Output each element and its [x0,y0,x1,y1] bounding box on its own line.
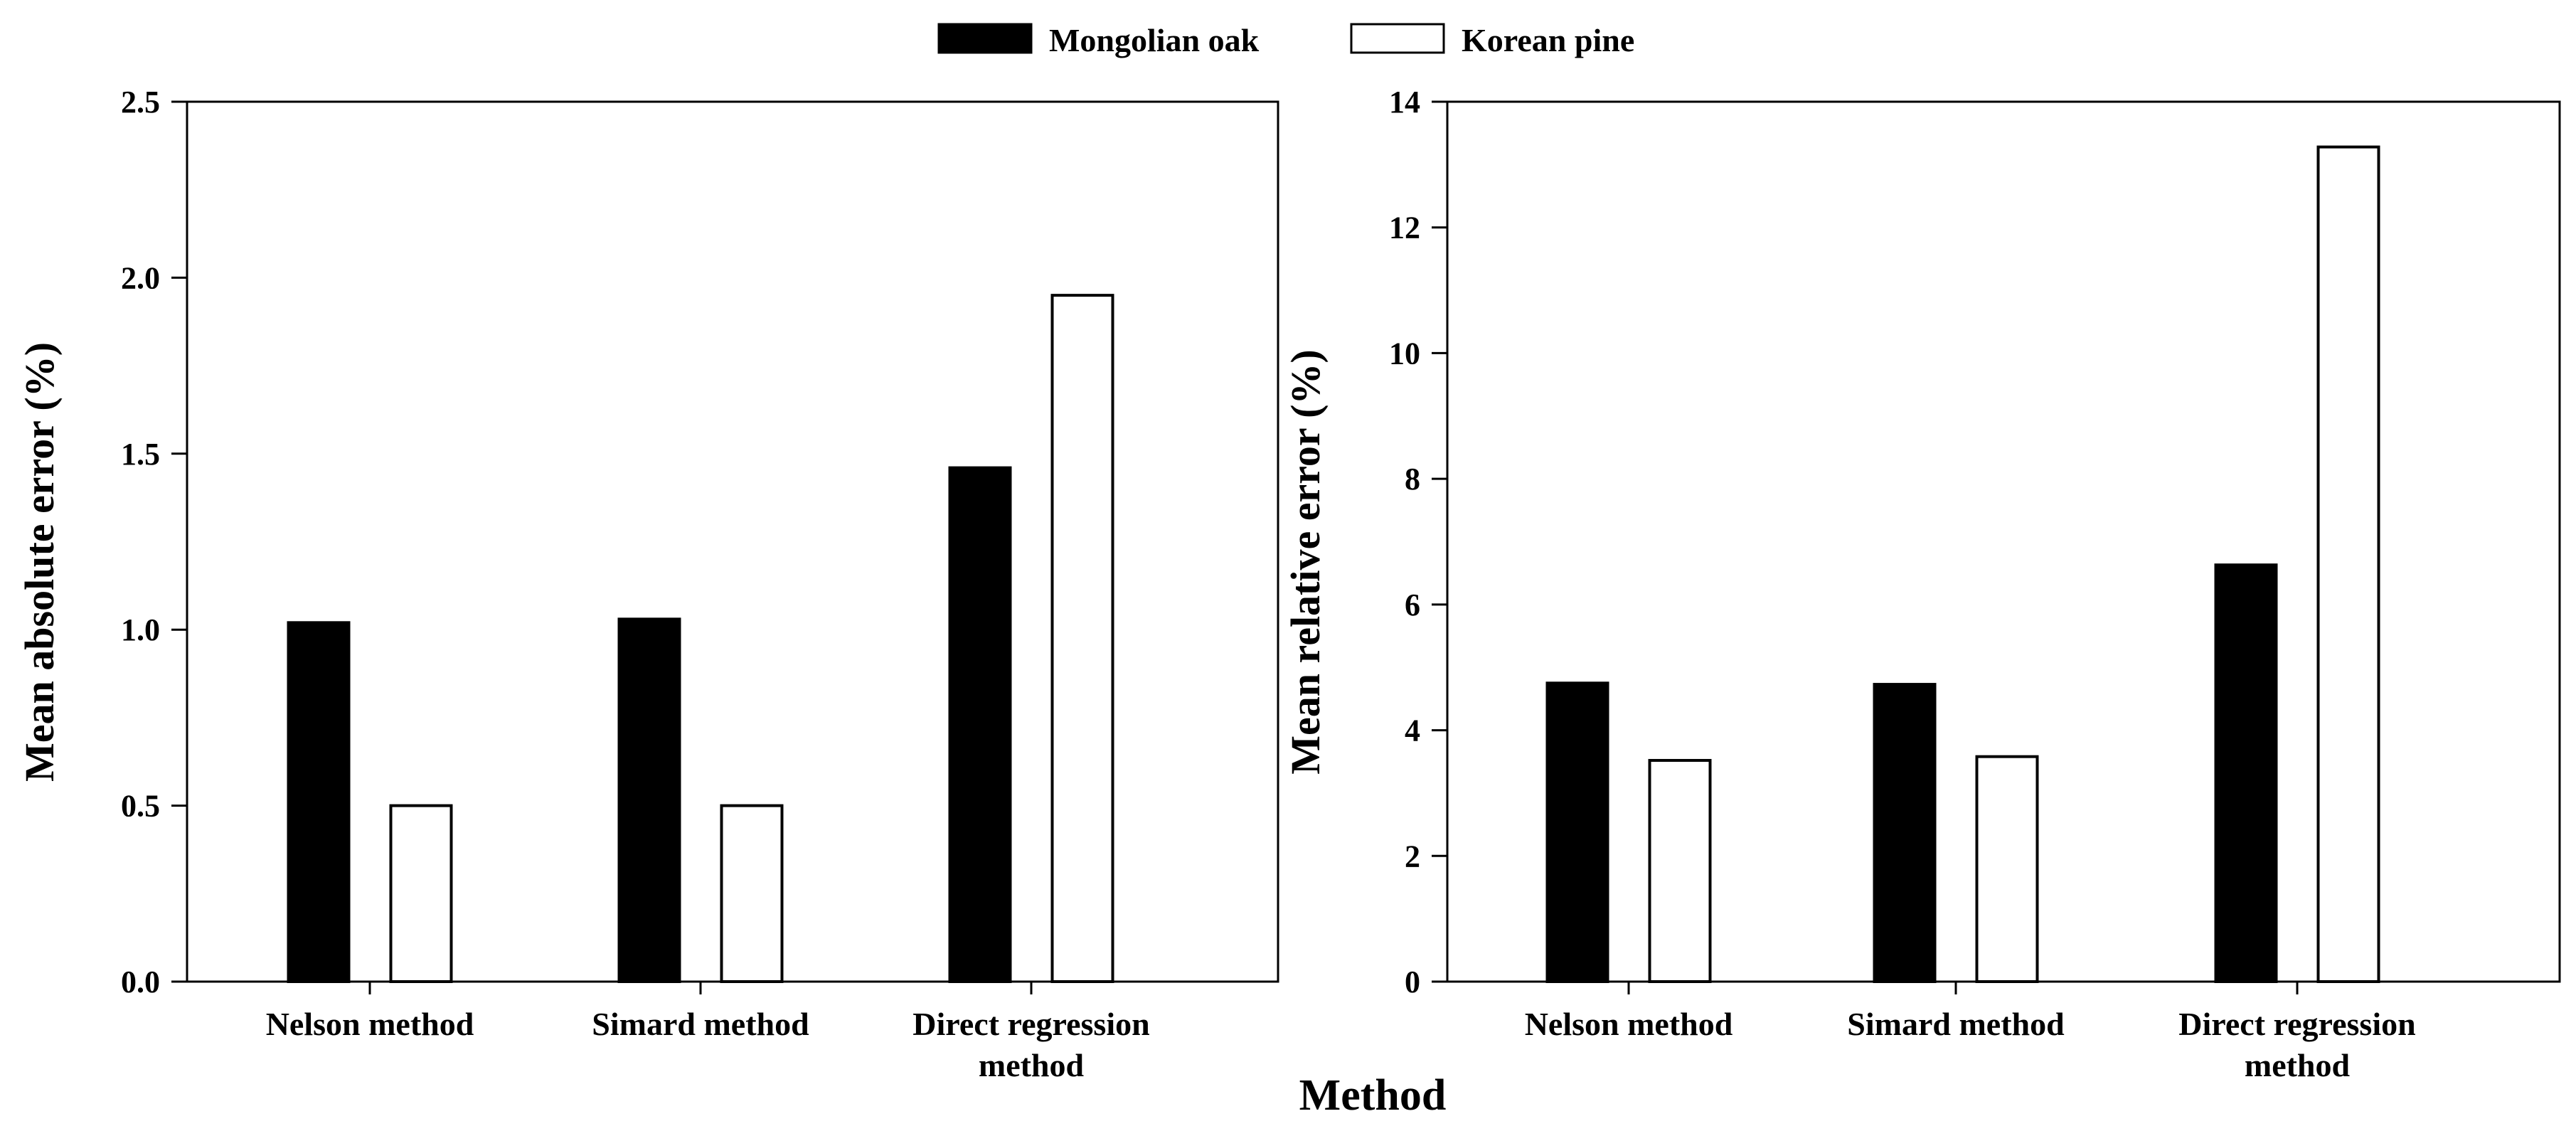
bar-mongolian-oak [1873,683,1937,984]
x-axis-title: Method [1299,1071,1447,1120]
y-tick-label: 1.5 [121,437,160,472]
y-tick-label: 2.5 [121,85,160,120]
y-tick-label: 0 [1405,965,1420,999]
x-tick-label: method [979,1047,1085,1083]
x-tick-label: Simard method [1847,1006,2065,1042]
bar-korean-pine [1648,758,1712,984]
y-tick-label: 12 [1389,211,1420,245]
legend-swatch-mongolian-oak [937,23,1033,54]
bar-korean-pine [1050,294,1114,983]
x-tick-label: Nelson method [1525,1006,1733,1042]
y-tick-label: 4 [1405,713,1420,748]
y-tick-label: 10 [1389,336,1420,371]
bar-mongolian-oak [2214,563,2278,983]
x-tick-label: Direct regression [912,1006,1149,1042]
y-tick-label: 2.0 [121,260,160,295]
y-axis-title: Mean relative error (%) [1282,349,1329,774]
y-tick-label: 2 [1405,839,1420,874]
bar-korean-pine [389,804,453,983]
chart-panel-relative-error: Mean relative error (%) 0 2 4 6 8 10 12 14 Nelso… [1282,85,2561,1083]
legend-label-mongolian-oak: Mongolian oak [1049,22,1260,58]
y-tick-label: 8 [1405,462,1420,497]
legend-label-korean-pine: Korean pine [1462,22,1634,58]
x-tick-label: method [2245,1047,2351,1083]
chart-panel-absolute-error: Mean absolute error (%) 0.0 0.5 1.0 1.5 2.0 2… [16,85,1279,1083]
x-tick-label: Simard method [592,1006,809,1042]
bar-mongolian-oak [948,466,1012,983]
y-tick-label: 14 [1389,85,1420,120]
y-tick-label: 6 [1405,588,1420,622]
bar-mongolian-oak [287,621,351,984]
x-tick-label: Direct regression [2178,1006,2415,1042]
x-tick-label: Nelson method [266,1006,474,1042]
bar-korean-pine [2316,145,2380,983]
bar-mongolian-oak [617,617,681,984]
y-axis-title: Mean absolute error (%) [16,342,63,782]
y-tick-label: 0.5 [121,789,160,824]
y-tick-label: 0.0 [121,965,160,999]
y-tick-label: 1.0 [121,612,160,647]
bar-mongolian-oak [1545,681,1609,984]
legend-swatch-korean-pine [1350,23,1445,54]
legend: Mongolian oak Korean pine [937,22,1634,58]
bar-korean-pine [1975,755,2039,983]
bar-korean-pine [720,804,784,983]
